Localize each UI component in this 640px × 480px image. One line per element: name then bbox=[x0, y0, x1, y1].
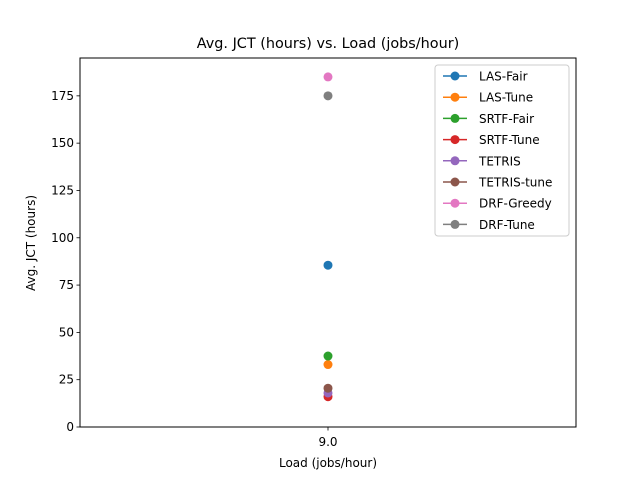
legend-label-las-fair: LAS-Fair bbox=[479, 70, 528, 84]
y-axis-ticks: 0 25 50 75 100 125 150 175 bbox=[51, 89, 80, 434]
y-tick-label: 125 bbox=[51, 183, 74, 197]
y-tick-label: 0 bbox=[66, 420, 74, 434]
x-axis-ticks: 9.0 bbox=[318, 427, 338, 449]
legend-marker-las-fair bbox=[450, 71, 460, 81]
legend-label-drf-greedy: DRF-Greedy bbox=[479, 197, 552, 211]
legend-label-tetris: TETRIS bbox=[478, 154, 521, 168]
point-tetris-tune bbox=[323, 383, 333, 393]
legend-marker-srtf-fair bbox=[450, 113, 460, 123]
y-tick-label: 175 bbox=[51, 89, 74, 103]
data-points bbox=[323, 72, 333, 402]
legend-label-drf-tune: DRF-Tune bbox=[479, 218, 535, 232]
y-tick-label: 150 bbox=[51, 136, 74, 150]
legend-label-srtf-tune: SRTF-Tune bbox=[479, 133, 540, 147]
y-tick-label: 75 bbox=[59, 278, 74, 292]
x-axis-label: Load (jobs/hour) bbox=[279, 456, 377, 470]
chart-title: Avg. JCT (hours) vs. Load (jobs/hour) bbox=[197, 36, 459, 52]
y-axis-label: Avg. JCT (hours) bbox=[24, 195, 38, 291]
point-las-tune bbox=[323, 360, 333, 370]
legend-label-tetris-tune: TETRIS-tune bbox=[478, 176, 552, 190]
legend-marker-drf-tune bbox=[450, 219, 460, 229]
point-drf-tune bbox=[323, 91, 333, 101]
legend-label-srtf-fair: SRTF-Fair bbox=[479, 112, 534, 126]
point-srtf-fair bbox=[323, 351, 333, 361]
legend-marker-tetris bbox=[450, 156, 460, 166]
y-tick-label: 25 bbox=[59, 373, 74, 387]
x-tick-label: 9.0 bbox=[318, 435, 337, 449]
legend-marker-las-tune bbox=[450, 92, 460, 102]
legend-marker-tetris-tune bbox=[450, 177, 460, 187]
point-las-fair bbox=[323, 260, 333, 270]
legend-label-las-tune: LAS-Tune bbox=[479, 91, 533, 105]
legend-marker-drf-greedy bbox=[450, 198, 460, 208]
y-tick-label: 100 bbox=[51, 231, 74, 245]
legend-marker-srtf-tune bbox=[450, 135, 460, 145]
legend-box bbox=[434, 64, 570, 237]
y-tick-label: 50 bbox=[59, 325, 74, 339]
point-drf-greedy bbox=[323, 72, 333, 82]
legend: LAS-Fair LAS-Tune SRTF-Fair SRTF-Tune TETRIS… bbox=[434, 64, 570, 237]
